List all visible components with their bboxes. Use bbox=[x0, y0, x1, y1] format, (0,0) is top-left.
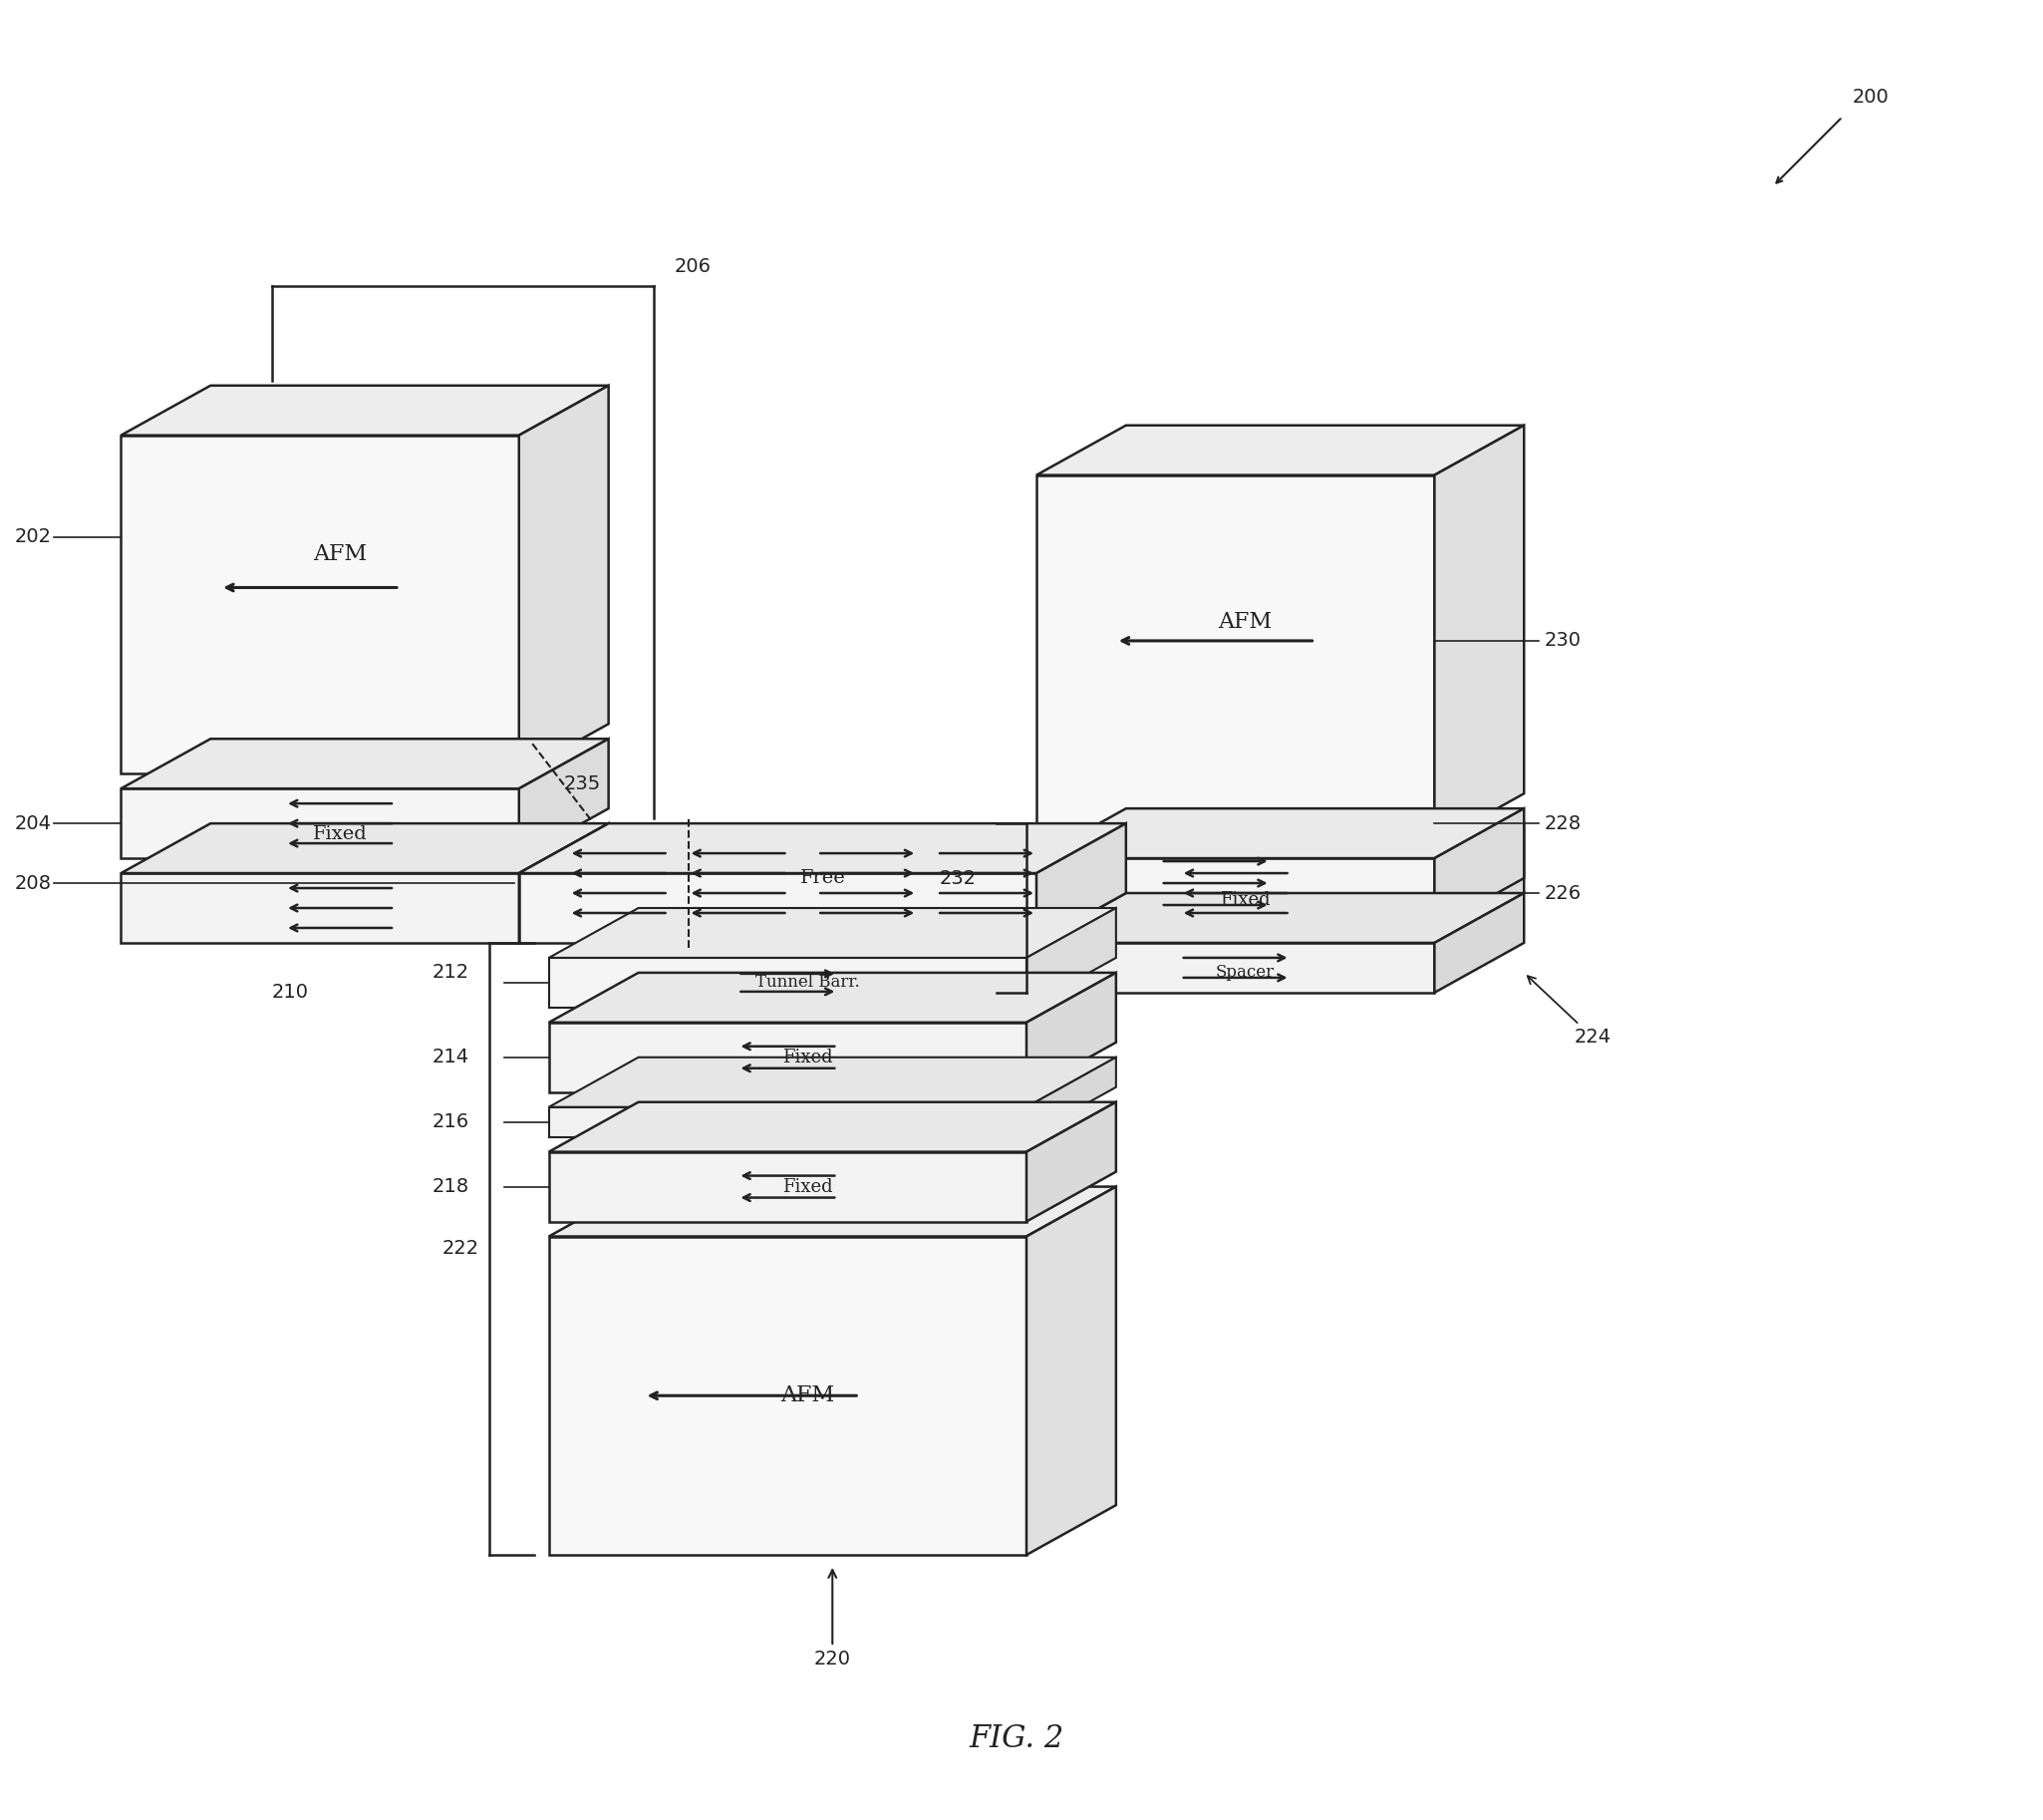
Polygon shape bbox=[1036, 426, 1524, 475]
Polygon shape bbox=[1434, 426, 1524, 843]
Text: 202: 202 bbox=[14, 528, 51, 546]
Polygon shape bbox=[550, 908, 1115, 957]
Text: 230: 230 bbox=[1545, 632, 1581, 650]
Polygon shape bbox=[1036, 808, 1524, 859]
Text: AFM: AFM bbox=[1218, 612, 1273, 633]
Text: Fixed: Fixed bbox=[782, 1048, 834, 1067]
Polygon shape bbox=[550, 1103, 1115, 1152]
Polygon shape bbox=[1036, 874, 1434, 943]
Text: 204: 204 bbox=[14, 814, 51, 834]
Text: 210: 210 bbox=[272, 983, 308, 1003]
Text: 212: 212 bbox=[433, 963, 470, 983]
Polygon shape bbox=[550, 1152, 1026, 1221]
Text: 235: 235 bbox=[564, 774, 601, 794]
Polygon shape bbox=[1036, 823, 1126, 943]
Text: FIG. 2: FIG. 2 bbox=[968, 1724, 1064, 1754]
Polygon shape bbox=[519, 739, 609, 859]
Polygon shape bbox=[1036, 823, 1524, 874]
Text: 226: 226 bbox=[1545, 885, 1581, 903]
Polygon shape bbox=[1026, 908, 1115, 1008]
Polygon shape bbox=[550, 1107, 1026, 1138]
Text: AFM: AFM bbox=[313, 542, 368, 564]
Polygon shape bbox=[121, 788, 519, 859]
Text: Fixed: Fixed bbox=[313, 824, 368, 843]
Text: 224: 224 bbox=[1528, 976, 1610, 1046]
Polygon shape bbox=[1036, 943, 1434, 992]
Polygon shape bbox=[1026, 1187, 1115, 1554]
Text: 208: 208 bbox=[14, 874, 51, 892]
Polygon shape bbox=[1434, 894, 1524, 992]
Text: 228: 228 bbox=[1545, 814, 1581, 834]
Polygon shape bbox=[550, 1023, 1026, 1092]
Text: 216: 216 bbox=[433, 1112, 470, 1132]
Text: Spacer: Spacer bbox=[1216, 965, 1275, 981]
Polygon shape bbox=[1036, 859, 1434, 928]
Polygon shape bbox=[519, 823, 609, 943]
Polygon shape bbox=[519, 386, 609, 774]
Text: 200: 200 bbox=[1853, 87, 1890, 107]
Polygon shape bbox=[1434, 808, 1524, 928]
Text: Fixed: Fixed bbox=[1220, 892, 1271, 908]
Text: 206: 206 bbox=[674, 257, 711, 277]
Text: 214: 214 bbox=[433, 1048, 470, 1067]
Polygon shape bbox=[121, 739, 609, 788]
Text: 232: 232 bbox=[940, 868, 977, 888]
Polygon shape bbox=[121, 823, 609, 874]
Polygon shape bbox=[1434, 823, 1524, 943]
Polygon shape bbox=[1026, 972, 1115, 1092]
Polygon shape bbox=[1036, 475, 1434, 843]
Polygon shape bbox=[121, 874, 519, 943]
Polygon shape bbox=[550, 957, 1026, 1008]
Polygon shape bbox=[550, 1057, 1115, 1107]
Polygon shape bbox=[1026, 1057, 1115, 1138]
Polygon shape bbox=[1026, 1103, 1115, 1221]
Text: Tunnel Barr.: Tunnel Barr. bbox=[756, 974, 860, 992]
Polygon shape bbox=[550, 1187, 1115, 1236]
Polygon shape bbox=[1036, 894, 1524, 943]
Text: 218: 218 bbox=[433, 1178, 470, 1196]
Text: Free: Free bbox=[801, 870, 846, 886]
Polygon shape bbox=[519, 874, 1036, 943]
Text: AFM: AFM bbox=[780, 1385, 834, 1407]
Text: 220: 220 bbox=[813, 1571, 850, 1669]
Polygon shape bbox=[550, 972, 1115, 1023]
Polygon shape bbox=[121, 386, 609, 435]
Polygon shape bbox=[550, 1236, 1026, 1554]
Polygon shape bbox=[519, 823, 1126, 874]
Text: Fixed: Fixed bbox=[782, 1178, 834, 1196]
Text: 222: 222 bbox=[441, 1239, 480, 1258]
Polygon shape bbox=[121, 435, 519, 774]
